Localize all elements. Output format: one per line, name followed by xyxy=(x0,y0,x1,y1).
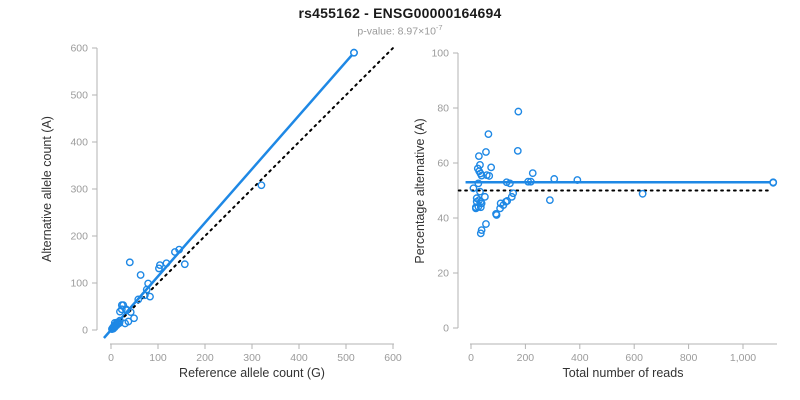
data-point[interactable] xyxy=(482,220,490,228)
left-xaxis-label: Reference allele count (G) xyxy=(179,366,325,380)
data-point[interactable] xyxy=(514,107,523,116)
x-tick-label: 100 xyxy=(149,352,167,364)
data-point[interactable] xyxy=(180,260,189,269)
data-point[interactable] xyxy=(476,229,485,238)
data-point[interactable] xyxy=(507,192,516,201)
y-tick-label: 0 xyxy=(82,325,88,337)
data-point[interactable] xyxy=(474,179,483,188)
x-tick-label: 200 xyxy=(517,352,535,364)
data-point[interactable] xyxy=(350,48,358,57)
x-tick-label: 500 xyxy=(337,352,355,364)
data-point[interactable] xyxy=(146,292,154,301)
x-tick-label: 300 xyxy=(243,352,261,364)
data-point[interactable] xyxy=(136,271,145,279)
y-tick-label: 0 xyxy=(443,323,449,335)
right-xaxis-label: Total number of reads xyxy=(562,366,684,380)
data-point[interactable] xyxy=(472,197,481,206)
y-tick-label: 500 xyxy=(70,90,88,102)
data-point[interactable] xyxy=(528,169,537,178)
right-yaxis-label: Percentage alternative (A) xyxy=(413,118,427,264)
x-tick-label: 0 xyxy=(108,352,114,364)
data-point[interactable] xyxy=(496,204,505,213)
pvalue-exponent: -7 xyxy=(435,23,443,32)
data-point[interactable] xyxy=(480,192,489,201)
x-tick-label: 400 xyxy=(290,352,308,364)
data-point[interactable] xyxy=(110,319,119,327)
y-tick-label: 100 xyxy=(431,48,449,60)
data-point[interactable] xyxy=(545,196,554,205)
data-point[interactable] xyxy=(476,197,485,206)
x-tick-label: 0 xyxy=(468,352,474,364)
data-point[interactable] xyxy=(471,203,480,212)
data-point[interactable] xyxy=(126,308,135,317)
data-point[interactable] xyxy=(474,152,483,161)
x-tick-label: 1,000 xyxy=(730,352,756,364)
regression-line xyxy=(103,51,355,339)
data-point[interactable] xyxy=(573,176,582,184)
data-point[interactable] xyxy=(171,248,179,256)
data-point[interactable] xyxy=(513,146,522,155)
x-tick-label: 600 xyxy=(625,352,643,364)
y-tick-label: 600 xyxy=(70,43,88,55)
data-point[interactable] xyxy=(477,171,486,180)
pvalue-subtitle: p-value: 8.97×10-7 xyxy=(0,23,800,38)
x-tick-label: 400 xyxy=(571,352,589,364)
data-point[interactable] xyxy=(484,130,493,139)
y-tick-label: 100 xyxy=(70,278,88,290)
x-tick-label: 200 xyxy=(196,352,214,364)
data-point[interactable] xyxy=(134,295,143,304)
y-tick-label: 20 xyxy=(437,268,449,280)
data-point[interactable] xyxy=(122,306,131,315)
y-tick-label: 300 xyxy=(70,184,88,196)
data-point[interactable] xyxy=(550,175,559,183)
x-tick-label: 600 xyxy=(384,352,402,364)
data-point[interactable] xyxy=(482,148,490,156)
data-point[interactable] xyxy=(469,184,478,193)
left-yaxis-label: Alternative allele count (A) xyxy=(40,116,54,262)
data-point[interactable] xyxy=(485,172,494,180)
identity-line xyxy=(110,47,394,331)
data-point[interactable] xyxy=(526,177,535,186)
y-tick-label: 40 xyxy=(437,213,449,225)
data-point[interactable] xyxy=(124,317,133,326)
y-tick-label: 200 xyxy=(70,231,88,243)
data-point[interactable] xyxy=(175,245,184,254)
y-tick-label: 80 xyxy=(437,103,449,115)
data-point[interactable] xyxy=(503,197,512,205)
data-point[interactable] xyxy=(505,179,514,188)
data-point[interactable] xyxy=(144,279,153,288)
data-point[interactable] xyxy=(162,259,171,268)
data-point[interactable] xyxy=(477,226,486,235)
data-point[interactable] xyxy=(117,305,126,314)
pvalue-text: p-value: 8.97×10 xyxy=(357,25,436,38)
right-scatter-plot: 0 200 400 600 800 1,000 0 20 40 60 80 100 xyxy=(431,48,778,364)
y-tick-label: 400 xyxy=(70,137,88,149)
data-point[interactable] xyxy=(487,163,496,172)
data-point[interactable] xyxy=(476,187,484,196)
data-point[interactable] xyxy=(130,314,138,323)
data-point[interactable] xyxy=(155,264,163,273)
plot-title: rs455162 - ENSG00000164694 xyxy=(298,5,502,21)
y-tick-label: 60 xyxy=(437,158,449,170)
data-point[interactable] xyxy=(125,258,134,267)
data-point[interactable] xyxy=(476,203,485,212)
data-point[interactable] xyxy=(638,189,647,198)
left-scatter-plot: 0 100 200 300 400 500 600 0 100 200 300 400 500 600 xyxy=(70,43,401,365)
data-point[interactable] xyxy=(769,178,778,187)
data-point[interactable] xyxy=(509,189,518,198)
data-point[interactable] xyxy=(524,177,533,186)
x-tick-label: 800 xyxy=(680,352,698,364)
data-point[interactable] xyxy=(257,181,266,190)
data-point[interactable] xyxy=(492,211,501,219)
